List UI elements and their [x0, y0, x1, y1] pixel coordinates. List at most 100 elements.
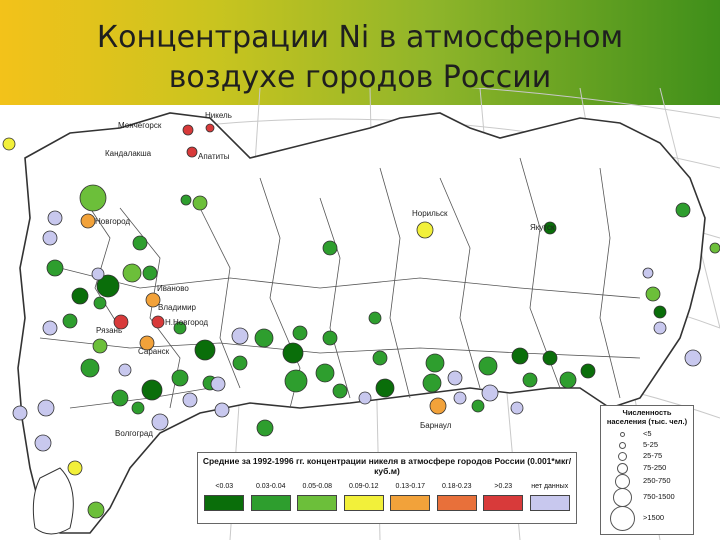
legend-swatch [204, 495, 245, 511]
size-legend-label: 25-75 [643, 451, 663, 460]
city-label-apatity: Апатиты [198, 152, 230, 161]
legend-category-label: 0.13-0.17 [395, 483, 426, 490]
city-marker [292, 325, 308, 341]
slide-title: Концентрации Ni в атмосферном воздухе го… [40, 18, 680, 98]
size-circle [615, 474, 630, 489]
size-legend-item: >1500 [601, 506, 693, 531]
legend-category: 0.18-0.23 [434, 483, 481, 511]
city-marker [645, 286, 661, 302]
city-marker [675, 202, 691, 218]
city-label-volgograd: Волгоград [115, 429, 153, 438]
city-marker [118, 363, 132, 377]
city-marker [71, 287, 89, 305]
size-legend-item: <5 [601, 428, 693, 440]
legend-swatch [436, 495, 477, 511]
city-marker [113, 314, 129, 330]
city-marker [684, 349, 702, 367]
caspian-sea [32, 467, 74, 535]
city-marker [142, 265, 158, 281]
city-marker [2, 137, 16, 151]
size-legend-label: 250-750 [643, 476, 671, 485]
legend-category-label: 0.03-0.04 [255, 483, 286, 490]
city-marker [580, 363, 596, 379]
city-label-barnaul: Барнаул [420, 421, 452, 430]
legend-category-label: <0.03 [215, 483, 234, 490]
legend-category-label: 0.18-0.23 [441, 483, 472, 490]
city-marker [111, 389, 129, 407]
city-marker [425, 353, 445, 373]
city-marker [139, 335, 155, 351]
size-legend-title: Численность населения (тыс. чел.) [606, 408, 688, 426]
population-size-legend: Численность населения (тыс. чел.) <5 5-2… [600, 405, 694, 535]
city-marker [375, 378, 395, 398]
city-marker [34, 434, 52, 452]
city-marker [429, 397, 447, 415]
city-marker [358, 391, 372, 405]
city-marker [192, 195, 208, 211]
size-legend-label: >1500 [643, 513, 665, 522]
city-marker [80, 358, 100, 378]
legend-categories: <0.03 0.03-0.04 0.05-0.08 0.09-0.12 0.13… [201, 483, 573, 511]
russia-map: Мончегорск Никель Кандалакша Апатиты Нов… [2, 88, 720, 540]
city-marker [709, 242, 720, 254]
city-marker [79, 184, 107, 212]
size-legend-item: 75-250 [601, 462, 693, 474]
size-circle [618, 452, 627, 461]
legend-category: нет данных [527, 483, 574, 511]
city-marker [92, 338, 108, 354]
city-marker [37, 399, 55, 417]
size-circle [613, 488, 632, 507]
size-legend-label: 75-250 [643, 463, 667, 472]
city-marker [422, 373, 442, 393]
city-marker [478, 356, 498, 376]
size-circle [610, 506, 635, 531]
legend-swatch [297, 495, 338, 511]
size-legend-item: 750-1500 [601, 488, 693, 507]
city-marker [80, 213, 96, 229]
city-marker [542, 350, 558, 366]
size-legend-item: 250-750 [601, 474, 693, 489]
city-marker [12, 405, 28, 421]
size-legend-label: 750-1500 [643, 492, 675, 501]
city-marker [416, 221, 434, 239]
city-marker [471, 399, 485, 413]
size-legend-label: 5-25 [643, 440, 659, 449]
city-marker [231, 327, 249, 345]
size-legend-item: 5-25 [601, 439, 693, 451]
city-marker [372, 350, 388, 366]
city-label-saransk: Саранск [138, 347, 170, 356]
city-marker [214, 402, 230, 418]
city-marker [186, 146, 198, 158]
city-markers [2, 123, 720, 519]
city-marker [67, 460, 83, 476]
legend-swatch [343, 495, 384, 511]
city-marker [510, 401, 524, 415]
size-circle [620, 432, 625, 437]
city-label-ryazan: Рязань [96, 326, 122, 335]
city-label-vladimir: Владимир [158, 303, 197, 312]
legend-swatch [390, 495, 431, 511]
city-marker [145, 292, 161, 308]
city-marker [132, 235, 148, 251]
city-marker [322, 330, 338, 346]
city-marker [511, 347, 529, 365]
city-marker [141, 379, 163, 401]
city-marker [47, 210, 63, 226]
city-label-novgorod: Новгород [95, 217, 130, 226]
city-marker [87, 501, 105, 519]
legend-category: 0.05-0.08 [294, 483, 341, 511]
legend-category-label: 0.05-0.08 [302, 483, 333, 490]
city-label-norilsk: Норильск [412, 209, 448, 218]
city-labels: Мончегорск Никель Кандалакша Апатиты Нов… [95, 111, 555, 438]
city-marker [210, 376, 226, 392]
city-marker [131, 401, 145, 415]
city-marker [559, 371, 577, 389]
size-circle [617, 463, 628, 474]
city-marker [171, 369, 189, 387]
city-marker [481, 384, 499, 402]
city-marker [653, 305, 667, 319]
city-marker [62, 313, 78, 329]
city-marker [232, 355, 248, 371]
city-marker [46, 259, 64, 277]
city-marker [453, 391, 467, 405]
